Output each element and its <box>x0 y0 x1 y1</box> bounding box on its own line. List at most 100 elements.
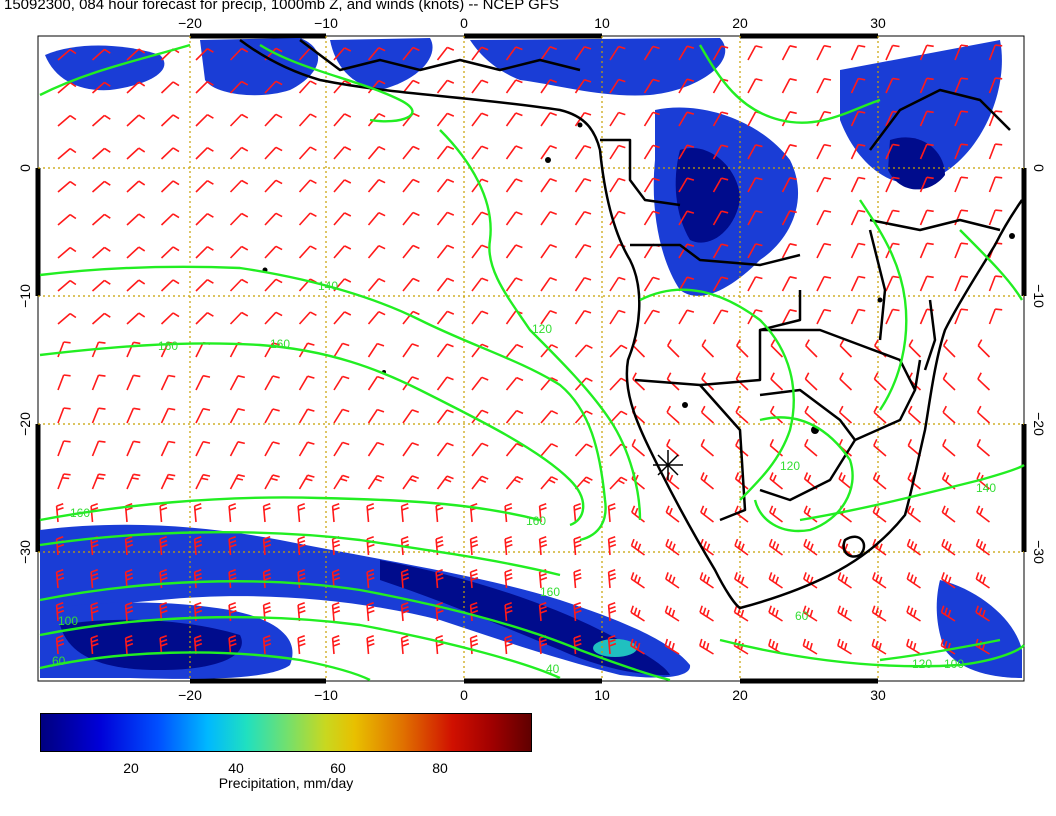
wind-barb <box>872 472 887 490</box>
wind-barb <box>331 502 340 523</box>
precip-rift <box>840 40 1002 184</box>
wind-barb <box>471 277 489 292</box>
contour-gulf <box>439 129 642 521</box>
wind-barb <box>781 111 797 127</box>
wind-barb <box>195 213 214 226</box>
west-africa-coast <box>239 38 1024 610</box>
wind-barb <box>919 44 934 61</box>
geopotential-contours <box>39 43 1025 682</box>
map-title: 15092300, 084 hour forecast for precip, … <box>4 0 559 13</box>
wind-barb <box>607 634 617 655</box>
wind-barb <box>124 568 134 589</box>
wind-barb <box>769 505 783 523</box>
wind-barb <box>195 246 214 259</box>
wind-barb <box>229 408 245 424</box>
wind-barb <box>574 243 592 259</box>
wind-barb <box>977 372 991 391</box>
wind-barb <box>540 443 559 457</box>
contour-label: 40 <box>546 662 560 676</box>
wind-barb <box>975 605 990 622</box>
wind-barb <box>298 441 315 457</box>
wind-barb <box>838 472 853 490</box>
wind-barb <box>436 46 455 61</box>
wind-barb <box>126 213 146 226</box>
wind-barb <box>367 145 386 160</box>
wind-barb <box>57 48 77 61</box>
wind-barb <box>976 405 991 424</box>
border-zambia <box>760 328 917 391</box>
wind-barb <box>264 375 280 391</box>
wind-barb <box>850 44 866 61</box>
wind-barb <box>469 634 479 655</box>
wind-barb <box>712 309 729 325</box>
wind-barb <box>367 375 385 391</box>
wind-barb <box>264 245 283 259</box>
lat-labels-right: 0 −10 −20 −30 <box>1031 164 1047 564</box>
wind-barb <box>919 110 934 127</box>
colorbar-tick: 40 <box>228 760 244 776</box>
wind-barb <box>850 77 866 94</box>
wind-barb <box>262 502 271 523</box>
wind-barb <box>540 244 557 259</box>
lon-tick-label: 20 <box>732 15 748 31</box>
wind-barb <box>436 211 455 226</box>
wind-barb <box>609 210 626 226</box>
wind-barb <box>574 210 592 226</box>
contour-label: 60 <box>52 654 66 668</box>
wind-barb <box>505 343 524 358</box>
sahel-borders <box>299 39 581 72</box>
wind-barb <box>954 242 969 259</box>
wind-barb <box>941 505 956 523</box>
wind-barb <box>850 242 866 259</box>
wind-barb <box>747 276 763 292</box>
wind-barb <box>747 243 763 259</box>
wind-barb <box>609 45 626 61</box>
wind-barb <box>504 535 513 556</box>
wind-barb <box>643 45 660 61</box>
wind-barb <box>919 77 934 94</box>
wind-barb <box>333 146 352 160</box>
wind-barb <box>436 376 454 391</box>
wind-barb <box>333 375 350 391</box>
wind-barb <box>574 45 592 61</box>
wind-barb <box>701 339 715 358</box>
wind-barb <box>816 143 832 160</box>
lat-tick-label: −20 <box>17 412 33 436</box>
wind-barb <box>678 111 695 127</box>
wind-barb <box>264 179 283 193</box>
wind-barb <box>678 144 695 160</box>
wind-barb <box>678 78 695 94</box>
wind-barb <box>126 407 141 424</box>
wind-barb <box>264 113 283 127</box>
wind-barb <box>471 475 489 490</box>
wind-barb <box>469 568 479 589</box>
wind-barb <box>195 440 211 457</box>
wind-barb <box>664 605 680 622</box>
wind-barb <box>124 601 134 622</box>
wind-barb <box>885 308 900 325</box>
wind-barb <box>885 176 900 193</box>
wind-barb <box>402 244 420 259</box>
wind-barb <box>57 180 77 193</box>
wind-barb <box>837 638 852 655</box>
wind-barb <box>331 601 341 622</box>
wind-barb <box>160 440 176 457</box>
wind-barb <box>91 213 111 226</box>
wind-barb <box>298 311 317 325</box>
wind-barb <box>469 535 479 556</box>
wind-barb <box>919 176 934 193</box>
wind-barb <box>574 309 592 325</box>
precip-south-atlantic-band <box>40 524 691 678</box>
wind-barb <box>195 114 214 127</box>
wind-barb <box>630 605 645 622</box>
wind-barb <box>643 144 660 160</box>
wind-barb <box>160 114 180 127</box>
wind-barb <box>540 344 559 358</box>
wind-barb <box>747 45 763 61</box>
wind-barb <box>734 572 749 589</box>
wind-barb <box>55 568 65 589</box>
wind-barb <box>91 279 111 292</box>
wind-barb <box>906 572 921 589</box>
lon-tick-label: −10 <box>314 15 338 31</box>
wind-barb <box>471 178 489 193</box>
